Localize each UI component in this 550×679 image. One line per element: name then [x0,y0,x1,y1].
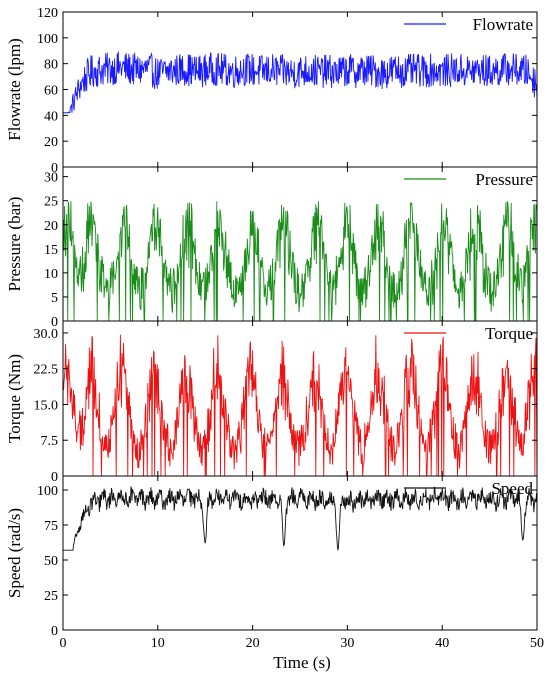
legend-flowrate: Flowrate [404,15,533,34]
x-tick-label: 20 [246,636,260,651]
y-tick-label-torque: 22.5 [34,363,59,378]
y-tick-label-speed: 100 [37,484,58,499]
y-tick-label-pressure: 15 [44,243,58,258]
y-tick-label-torque: 15.0 [34,398,59,413]
y-tick-label-flowrate: 80 [44,58,58,73]
panel-speed: 0 25 50 75 100 0 10 20 30 40 50 Speed (rad/s) Speed [5,475,544,651]
y-tick-label-pressure: 10 [44,267,58,282]
y-tick-label-torque: 30.0 [34,327,59,342]
plot-frame-speed [62,475,538,631]
y-axis-title-torque: Torque (Nm) [5,354,24,443]
y-tick-label-flowrate: 20 [44,135,58,150]
y-tick-label-pressure: 0 [51,315,58,330]
y-axis-title-pressure: Pressure (bar) [5,197,24,292]
x-axis-title: Time (s) [273,653,330,672]
y-tick-label-flowrate: 60 [44,84,58,99]
y-tick-label-speed: 75 [44,519,58,534]
y-axis-title-flowrate: Flowrate (lpm) [5,38,24,140]
y-tick-label-pressure: 20 [44,219,58,234]
y-tick-label-flowrate: 100 [37,32,58,47]
y-tick-label-speed: 0 [51,624,58,639]
series-line-pressure [63,201,537,321]
panel-flowrate: 0 20 40 60 80 100 120 Flowrate (lpm) Flowrate [5,6,538,176]
legend-speed: Speed [404,479,533,498]
y-tick-label-torque: 0 [51,470,58,485]
legend-torque: Torque [404,324,533,343]
series-line-speed [63,486,537,551]
y-tick-label-flowrate: 40 [44,109,58,124]
legend-label-flowrate: Flowrate [473,15,533,34]
series-line-flowrate [63,51,537,114]
x-tick-label: 50 [530,636,544,651]
y-tick-label-flowrate: 0 [51,161,58,176]
legend-label-torque: Torque [485,324,533,343]
y-tick-label-pressure: 25 [44,195,58,210]
series-line-torque [63,334,537,476]
y-tick-label-speed: 50 [44,554,58,569]
y-tick-label-torque: 7.5 [41,434,59,449]
y-axis-title-speed: Speed (rad/s) [5,508,24,598]
panel-pressure: 0 5 10 15 20 25 30 Pressure (bar) Pressure [5,166,538,330]
y-tick-label-speed: 25 [44,589,58,604]
x-tick-label: 40 [435,636,449,651]
x-tick-label: 30 [340,636,354,651]
y-tick-label-pressure: 5 [51,291,58,306]
legend-label-pressure: Pressure [475,170,533,189]
legend-pressure: Pressure [404,170,533,189]
y-tick-label-flowrate: 120 [37,6,58,21]
plot-frame-flowrate [62,11,538,168]
x-tick-label: 10 [151,636,165,651]
y-tick-label-pressure: 30 [44,171,58,186]
x-tick-label: 0 [60,636,67,651]
panel-torque: 0 7.5 15.0 22.5 30.0 Torque (Nm) Torque [5,320,538,485]
legend-label-speed: Speed [491,479,533,498]
